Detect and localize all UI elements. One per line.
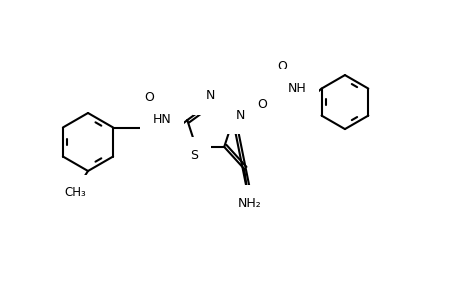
Text: O: O [145, 91, 154, 104]
Text: N: N [205, 89, 214, 102]
Text: HN: HN [152, 113, 171, 126]
Text: S: S [190, 149, 197, 162]
Text: N: N [235, 109, 244, 122]
Text: O: O [257, 98, 266, 111]
Text: O: O [276, 60, 286, 73]
Text: CH₃: CH₃ [64, 187, 86, 200]
Text: NH: NH [287, 82, 306, 94]
Text: NH₂: NH₂ [237, 197, 261, 210]
